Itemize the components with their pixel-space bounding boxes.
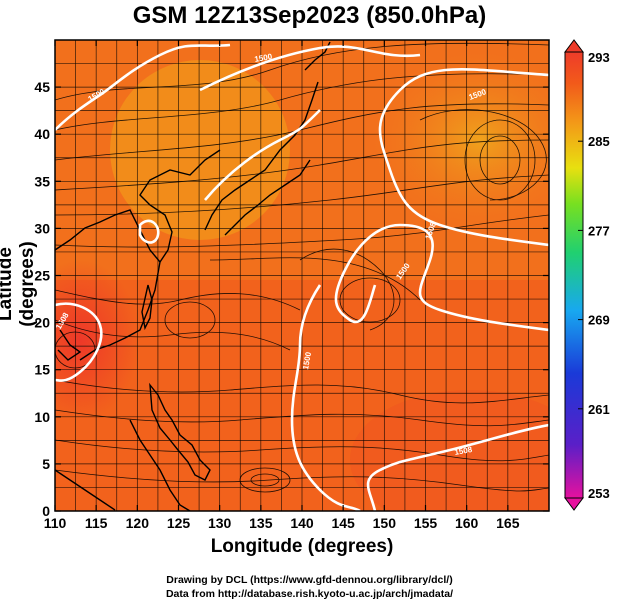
colorbar-top-arrow (564, 39, 584, 53)
colorbar-label: 285 (588, 134, 610, 149)
y-axis: 0 5 10 15 20 25 30 35 40 45 (34, 79, 549, 519)
x-tick-label: 135 (249, 515, 273, 531)
height-contours (55, 43, 549, 511)
colorbar-bottom-arrow (564, 497, 584, 511)
colorbar: 293 285 277 269 261 253 (564, 39, 610, 511)
colorbar-label: 277 (588, 223, 610, 238)
graticule-grid (55, 40, 549, 511)
x-tick-label: 160 (455, 515, 479, 531)
contour-label: 1500 (254, 52, 274, 64)
y-tick-label: 15 (34, 362, 50, 378)
coastlines (55, 41, 331, 511)
temperature-field (55, 40, 549, 511)
colorbar-label: 253 (588, 486, 610, 501)
colorbar-label: 269 (588, 313, 610, 328)
x-tick-label: 115 (85, 515, 108, 531)
contour-label: 1500 (301, 351, 313, 371)
x-tick-label: 150 (373, 515, 397, 531)
y-tick-label: 10 (34, 409, 50, 425)
x-axis-label-text: Longitude (degrees) (210, 536, 394, 557)
y-tick-label: 0 (42, 503, 50, 519)
x-tick-label: 125 (167, 515, 191, 531)
x-tick-label: 120 (126, 515, 150, 531)
y-tick-label: 25 (34, 268, 50, 284)
x-axis-label: Longitude (degrees) (0, 536, 600, 558)
y-axis-label: Latitude (degrees) (0, 241, 38, 327)
y-tick-label: 35 (34, 173, 50, 189)
x-axis: 110 115 120 125 130 135 140 145 150 155 160 165 (44, 40, 520, 531)
map-title: GSM 12Z13Sep2023 (850.0hPa) (132, 2, 487, 29)
x-tick-label: 110 (44, 515, 67, 531)
x-tick-label: 140 (290, 515, 314, 531)
colorbar-bar (564, 51, 584, 499)
credit-data: Data from http://database.rish.kyoto-u.a… (165, 588, 454, 600)
colorbar-label: 261 (588, 402, 610, 417)
x-tick-label: 165 (496, 515, 520, 531)
x-tick-label: 145 (331, 515, 355, 531)
credit-drawing: Drawing by DCL (https://www.gfd-dennou.o… (166, 574, 453, 586)
colorbar-label: 293 (588, 50, 610, 65)
contour-label: 1508 (454, 445, 474, 457)
y-tick-label: 30 (34, 220, 50, 236)
y-tick-label: 5 (42, 456, 50, 472)
x-tick-label: 130 (208, 515, 232, 531)
x-tick-label: 155 (414, 515, 438, 531)
y-tick-label: 20 (34, 315, 50, 331)
y-tick-label: 45 (34, 79, 50, 95)
y-tick-label: 40 (34, 126, 50, 142)
